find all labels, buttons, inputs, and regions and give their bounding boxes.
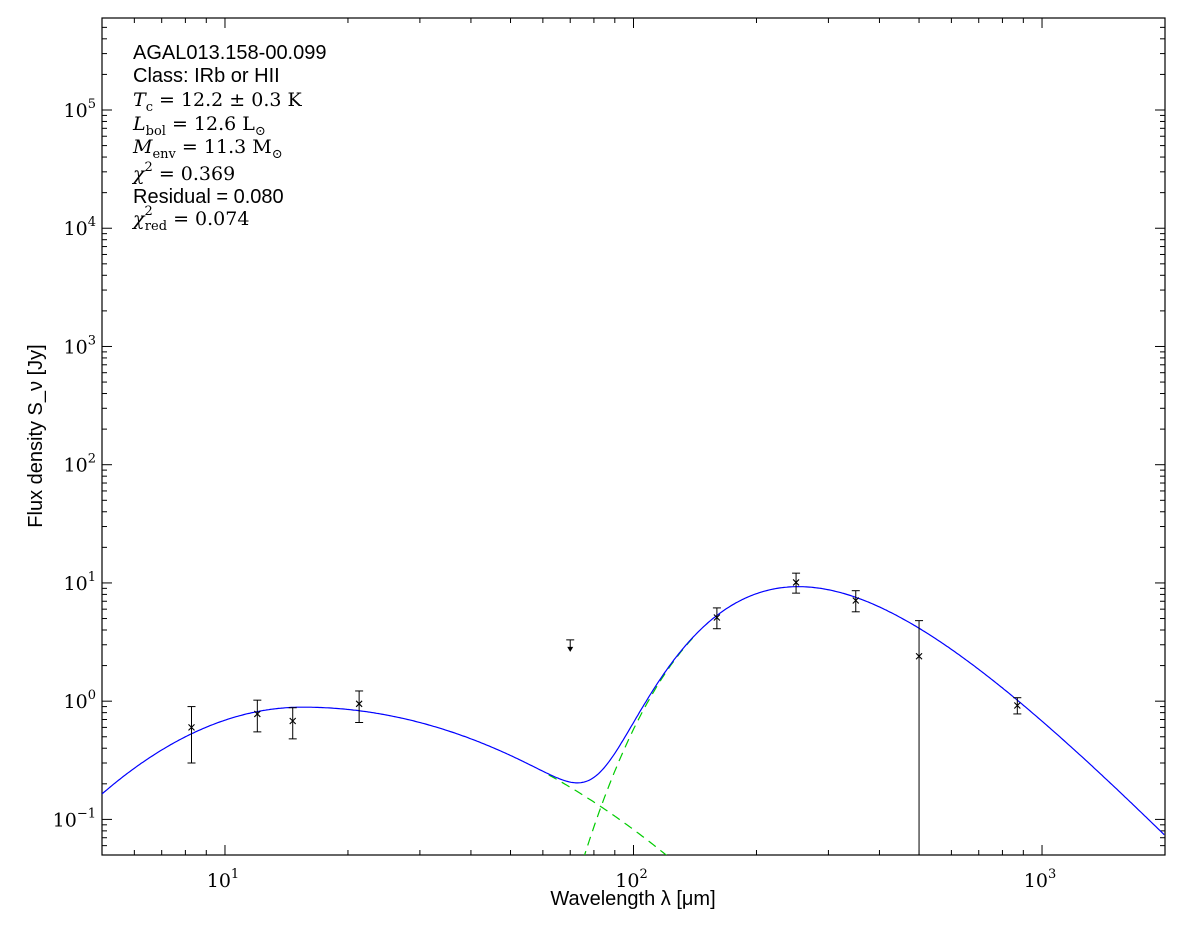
y-tick-label: 10−1 (53, 806, 96, 831)
tc-value: = 12.2 ± 0.3 (153, 89, 282, 111)
chi2red-symbol: χ (131, 208, 146, 230)
data-point (712, 607, 721, 630)
x-tick-label: 101 (207, 867, 239, 892)
upper-limits (566, 639, 575, 652)
annotation-residual: Residual = 0.080 (133, 186, 284, 208)
x-tick-label: 103 (1024, 867, 1056, 892)
annotation-lbol: Lbol = 12.6 L⊙ (132, 113, 266, 139)
y-tick-base: 10 (64, 336, 88, 358)
data-marker (355, 700, 363, 708)
data-marker (852, 597, 860, 604)
y-tick-label: 104 (64, 215, 96, 240)
annotation-tc: Tc = 12.2 ± 0.3 K (133, 89, 303, 115)
data-marker (713, 614, 721, 621)
data-marker (289, 717, 297, 725)
y-tick-base: 10 (53, 809, 77, 831)
tc-unit: K (288, 89, 303, 111)
data-marker (792, 579, 800, 586)
y-axis-label-text: Flux density S_ν [Jy] (25, 344, 47, 527)
y-tick-label: 103 (64, 333, 96, 358)
x-tick-base: 10 (1024, 870, 1048, 892)
menv-symbol: M (132, 136, 153, 158)
fit-components (548, 637, 694, 855)
menv-sub: env (152, 147, 176, 162)
annotation-class: Class: IRb or HII (133, 65, 280, 87)
lbol-value: = 12.6 (166, 113, 236, 135)
annotation-menv: Menv = 11.3 M⊙ (132, 136, 283, 162)
data-point (253, 699, 262, 733)
y-tick-base: 10 (64, 455, 88, 477)
y-tick-label: 101 (64, 570, 96, 595)
y-tick-label: 102 (64, 452, 96, 477)
data-point (851, 590, 860, 613)
y-tick-exp: −1 (77, 806, 96, 821)
y-tick-base: 10 (64, 691, 88, 713)
y-tick-label: 100 (64, 688, 96, 713)
menv-value: = 11.3 (176, 136, 246, 158)
y-tick-base: 10 (64, 100, 88, 122)
data-points (187, 572, 1022, 855)
y-tick-base: 10 (64, 218, 88, 240)
y-tick-base: 10 (64, 573, 88, 595)
menv-unit-sub: ⊙ (272, 147, 283, 162)
x-tick-exp: 3 (1048, 867, 1056, 882)
x-axis-label: Wavelength λ [μm] (550, 888, 715, 910)
data-point (187, 706, 196, 764)
data-point (1013, 697, 1022, 715)
tc-symbol: T (133, 89, 147, 111)
annotation-block: AGAL013.158-00.099 Class: IRb or HII Tc … (131, 42, 327, 234)
annotation-chi2: χ2 = 0.369 (131, 160, 235, 185)
annotation-chi2red: χ2 red = 0.074 (131, 204, 249, 234)
model-fit-line (102, 585, 1165, 836)
tc-sub: c (146, 100, 153, 115)
chi2-symbol: χ (131, 163, 146, 185)
y-tick-exp: 2 (88, 452, 96, 467)
x-tick-label: 102 (615, 867, 647, 892)
y-tick-exp: 1 (88, 570, 96, 585)
y-tick-exp: 4 (88, 215, 96, 230)
annotation-source: AGAL013.158-00.099 (133, 42, 327, 64)
x-tick-base: 10 (207, 870, 231, 892)
y-tick-exp: 3 (88, 333, 96, 348)
upper-limit-arrow (567, 646, 574, 652)
data-point (355, 690, 364, 724)
lbol-unit: L (242, 113, 255, 135)
data-marker (188, 724, 195, 731)
chi2-value: = 0.369 (153, 163, 235, 185)
chi2red-value: = 0.074 (167, 208, 249, 230)
data-marker (253, 710, 261, 718)
y-axis-label: Flux density S_ν [Jy] (25, 344, 47, 527)
menv-unit: M (252, 136, 271, 158)
lbol-unit-sub: ⊙ (255, 124, 266, 139)
chi2red-sub: red (145, 219, 167, 234)
data-point (792, 572, 801, 594)
chi2red-sup: 2 (145, 204, 153, 219)
y-tick-exp: 0 (88, 688, 96, 703)
lbol-sub: bol (146, 124, 166, 139)
x-tick-exp: 1 (231, 867, 239, 882)
axis-ticks (101, 17, 1166, 856)
y-tick-label: 105 (64, 97, 96, 122)
data-point (915, 620, 924, 855)
data-point (288, 707, 297, 740)
x-tick-exp: 2 (639, 867, 647, 882)
chi2-sup: 2 (145, 160, 153, 175)
data-marker (915, 652, 923, 660)
lbol-symbol: L (132, 113, 146, 135)
upper-limit (566, 639, 575, 652)
cold-component-line (583, 637, 694, 855)
warm-component-line (548, 774, 668, 855)
data-marker (1013, 702, 1021, 709)
x-tick-base: 10 (615, 870, 639, 892)
y-tick-exp: 5 (88, 97, 96, 112)
